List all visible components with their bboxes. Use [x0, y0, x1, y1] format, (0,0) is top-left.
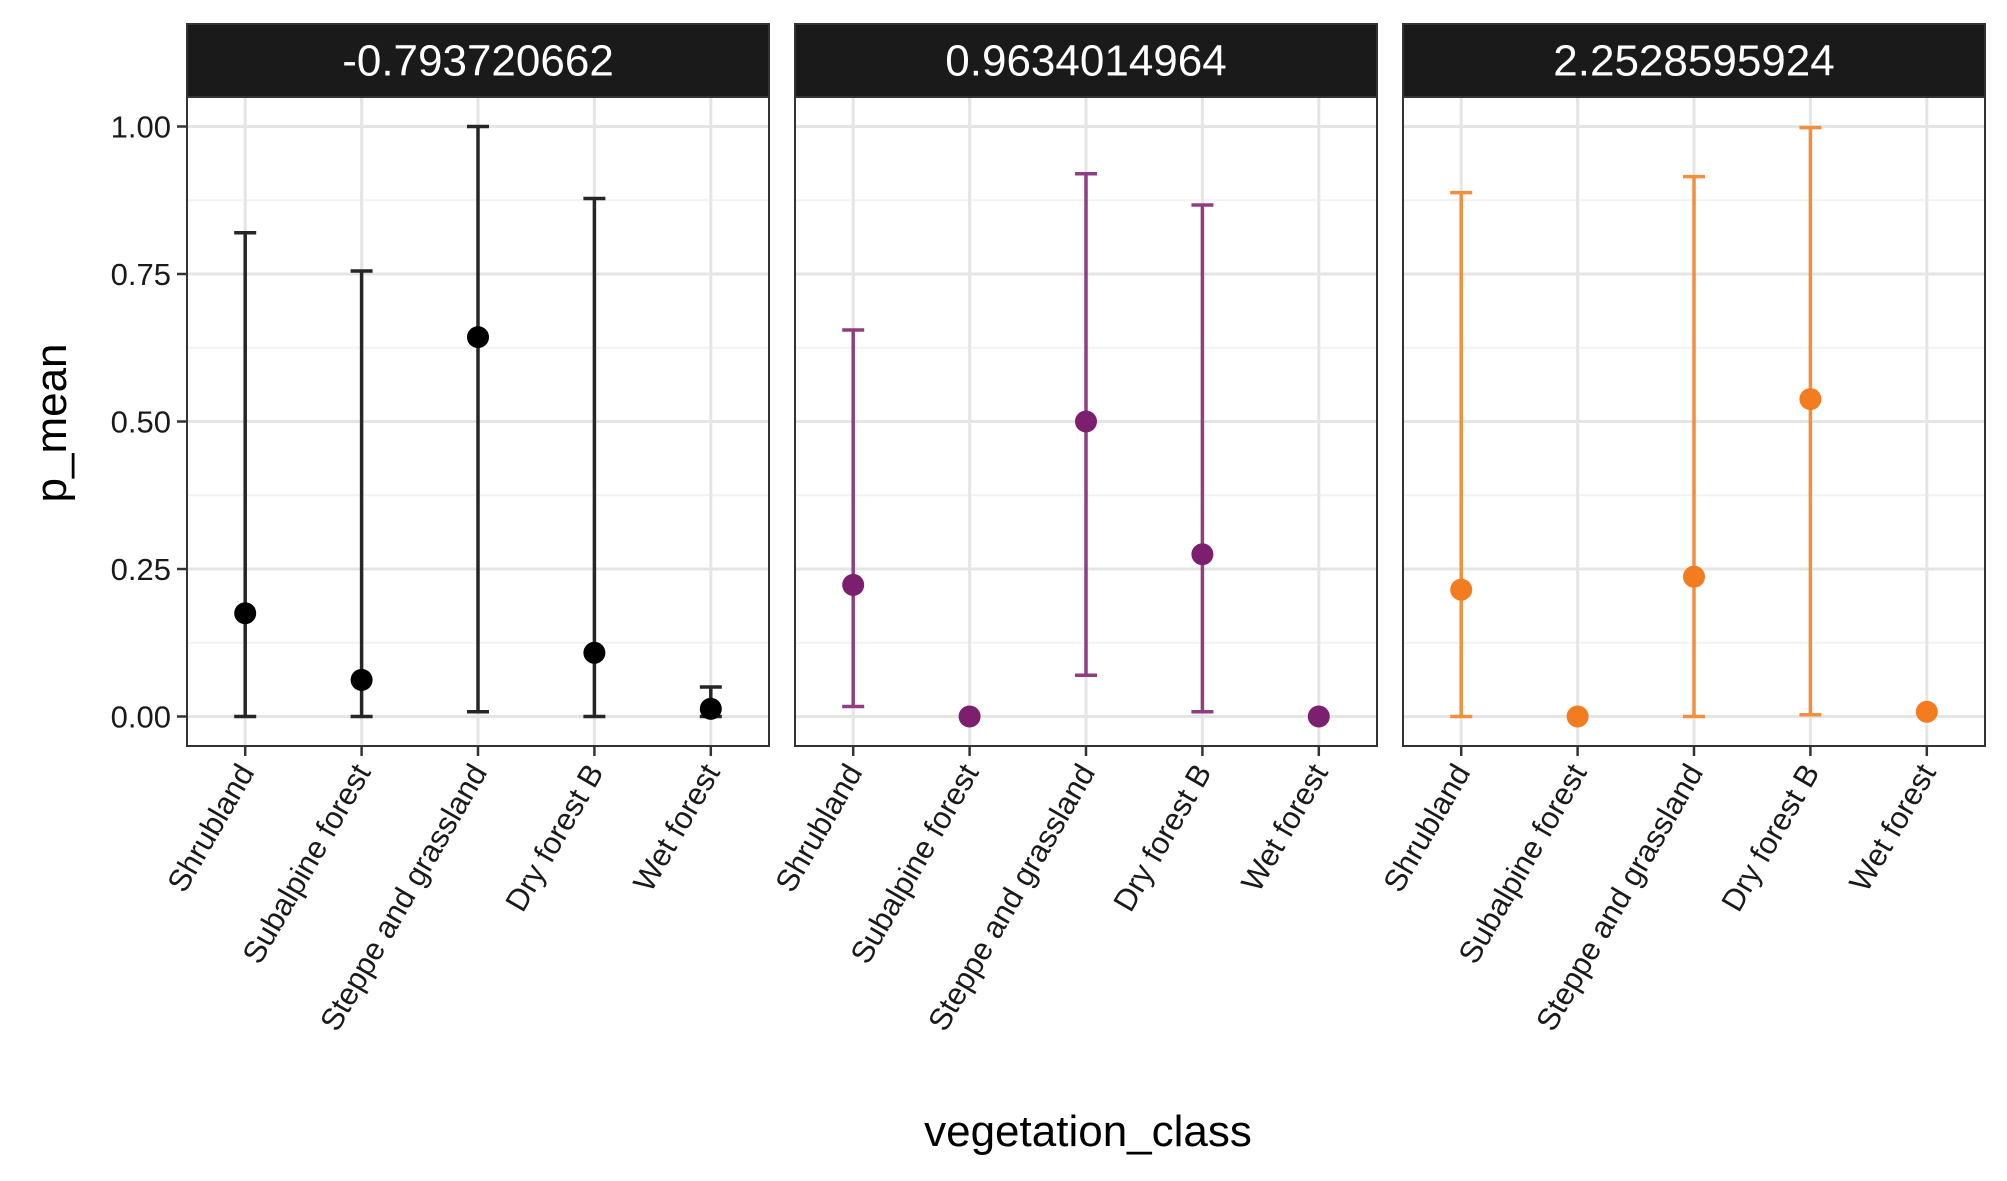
- error-bar: [350, 269, 373, 719]
- y-axis: 0.00 0.25 0.50 0.75 1.00: [111, 110, 187, 735]
- data-point: [699, 697, 722, 720]
- x-tick-label: Subalpine forest: [843, 758, 986, 970]
- data-point: [1075, 410, 1097, 433]
- data-point: [583, 641, 606, 664]
- x-tick-label: Shrubland: [160, 758, 261, 898]
- data-point: [1450, 578, 1473, 601]
- x-tick-label: Subalpine forest: [1451, 758, 1594, 970]
- x-tick-label: Wet forest: [1842, 758, 1943, 898]
- y-axis-title: p_mean: [27, 343, 76, 502]
- y-tick-label: 0.00: [111, 700, 171, 735]
- error-bar: [1799, 125, 1822, 717]
- facet-strip: [186, 23, 770, 98]
- data-point: [1683, 565, 1705, 588]
- data-point: [1915, 700, 1938, 723]
- data-point: [1191, 543, 1214, 566]
- x-tick-label: Dry forest B: [1106, 758, 1218, 917]
- data-point: [350, 668, 373, 691]
- x-tick-label: Wet forest: [1234, 758, 1335, 898]
- facet-strip-label: 0.9634014964: [945, 37, 1226, 86]
- error-bar: [234, 230, 257, 719]
- x-tick-label: Subalpine forest: [235, 758, 378, 970]
- error-bar: [1191, 203, 1214, 714]
- y-tick-label: 0.75: [111, 257, 171, 292]
- x-tick-label: Wet forest: [626, 758, 727, 898]
- x-tick-label: Shrubland: [1376, 758, 1477, 898]
- data-point: [1799, 388, 1822, 411]
- error-bar: [583, 196, 606, 719]
- data-point: [1307, 705, 1330, 728]
- data-point: [467, 326, 489, 349]
- facet-strip: [794, 23, 1378, 98]
- facet-strip: [1402, 23, 1986, 98]
- error-bar: [467, 124, 489, 714]
- y-tick-label: 1.00: [111, 110, 171, 145]
- error-bar: [842, 328, 865, 709]
- x-axis-title: vegetation_class: [924, 1107, 1252, 1156]
- error-bar: [1450, 190, 1473, 719]
- x-tick-label: Dry forest B: [498, 758, 610, 917]
- data-point: [234, 602, 257, 625]
- y-tick-label: 0.25: [111, 552, 171, 587]
- data-point: [958, 705, 981, 728]
- facet-strip-label: 2.2528595924: [1553, 37, 1834, 86]
- y-tick-label: 0.50: [111, 405, 171, 440]
- x-tick-label: Dry forest B: [1714, 758, 1826, 917]
- x-tick-label: Shrubland: [768, 758, 869, 898]
- facet-strip-label: -0.793720662: [342, 37, 614, 86]
- data-point: [842, 573, 865, 596]
- data-point: [1566, 705, 1589, 728]
- error-bar: [1683, 174, 1705, 719]
